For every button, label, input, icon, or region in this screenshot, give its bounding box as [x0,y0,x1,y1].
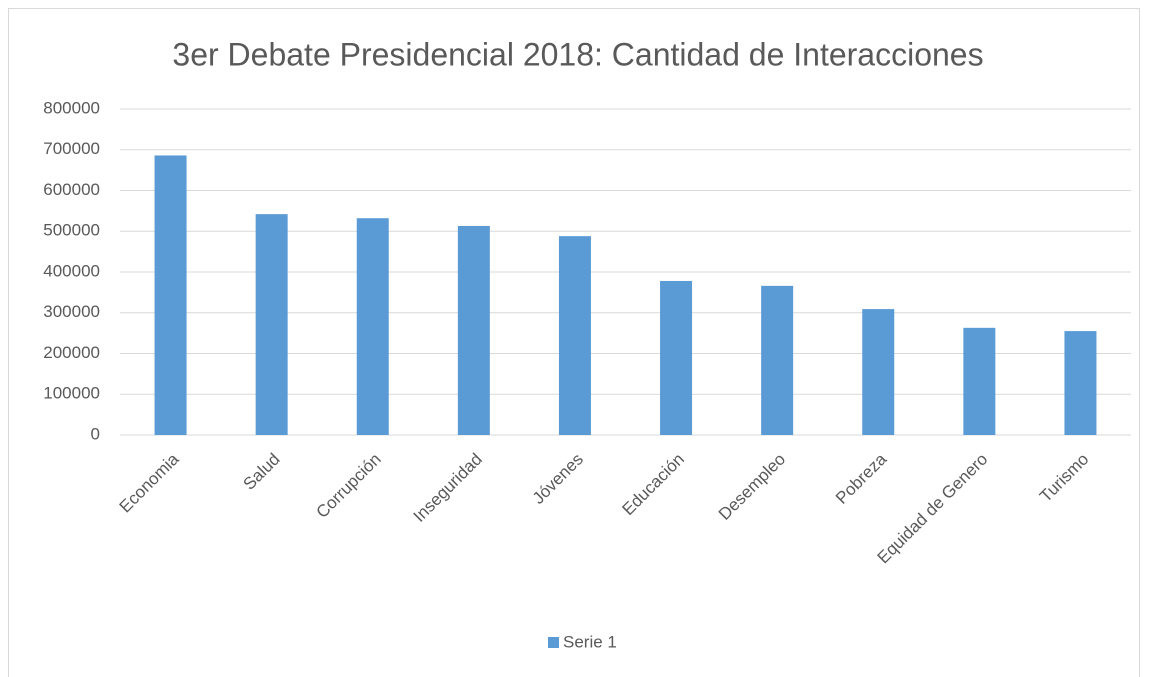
bar [356,218,389,435]
y-tick-label: 400000 [43,261,100,280]
y-tick-label: 200000 [43,343,100,362]
y-tick-label: 300000 [43,302,100,321]
y-tick-label: 0 [91,424,100,443]
bar [761,285,794,435]
bar [1064,331,1097,435]
bar [660,280,693,435]
bar [963,327,996,435]
legend-label: Serie 1 [563,632,617,651]
bar [862,309,895,435]
y-tick-label: 100000 [43,384,100,403]
y-tick-label: 600000 [43,180,100,199]
bar [457,225,490,435]
bar [558,236,591,435]
chart-title: 3er Debate Presidencial 2018: Cantidad d… [172,36,983,72]
bar [255,214,288,435]
y-tick-label: 500000 [43,221,100,240]
y-tick-label: 800000 [43,98,100,117]
y-tick-label: 700000 [43,139,100,158]
bar [154,155,187,435]
legend-swatch [548,637,559,648]
